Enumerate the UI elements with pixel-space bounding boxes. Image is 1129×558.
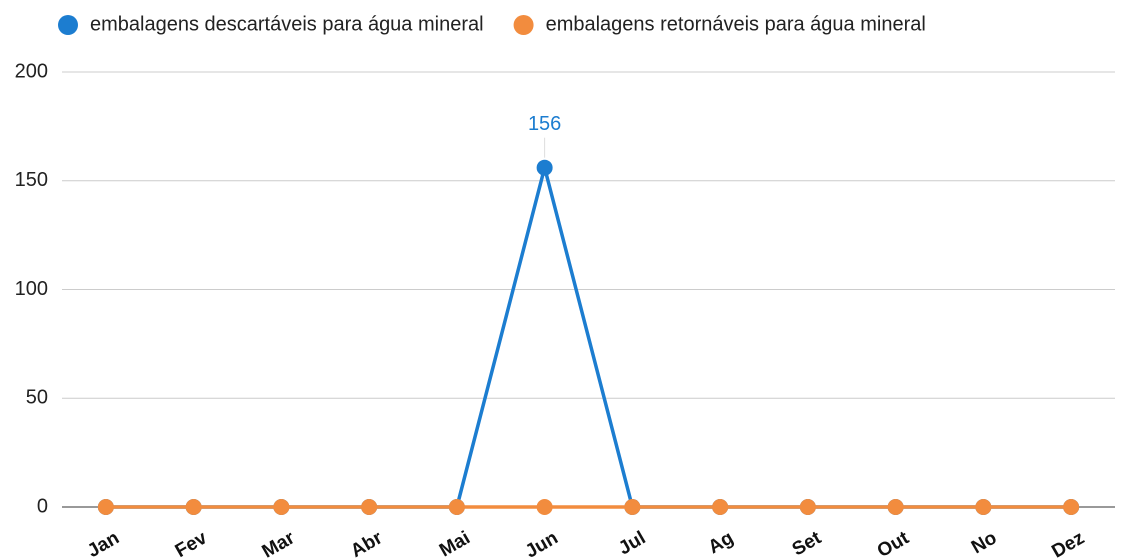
x-tick-label: Fev xyxy=(172,527,211,558)
point xyxy=(273,499,290,515)
x-tick-label: Out xyxy=(874,527,913,558)
point xyxy=(712,499,729,515)
legend-label: embalagens retornáveis para água mineral xyxy=(546,13,926,35)
point xyxy=(887,499,904,515)
y-tick-label: 0 xyxy=(37,495,48,517)
point xyxy=(97,499,114,515)
legend-label: embalagens descartáveis para água minera… xyxy=(90,13,484,35)
x-tick-label: Jul xyxy=(615,527,649,558)
x-tick-label: Set xyxy=(789,527,826,558)
y-tick-label: 200 xyxy=(15,60,48,82)
legend-marker xyxy=(58,15,78,35)
point xyxy=(448,499,465,515)
point xyxy=(361,499,378,515)
x-tick-label: Jan xyxy=(84,527,123,558)
x-tick-label: Abr xyxy=(347,527,386,558)
x-tick-label: Dez xyxy=(1048,527,1088,558)
series-line xyxy=(105,165,1072,509)
point xyxy=(1063,499,1080,515)
y-tick-label: 150 xyxy=(15,169,48,191)
y-tick-label: 50 xyxy=(26,387,48,409)
y-tick-label: 100 xyxy=(15,278,48,300)
x-tick-label: No xyxy=(968,527,1000,558)
x-tick-label: Mar xyxy=(259,527,299,558)
x-tick-label: Jun xyxy=(522,527,562,558)
point xyxy=(185,499,202,515)
point xyxy=(975,499,992,515)
x-tick-label: Mai xyxy=(436,527,474,558)
x-tick-label: Ag xyxy=(705,527,737,558)
data-label: 156 xyxy=(528,113,561,135)
point xyxy=(536,159,553,176)
point xyxy=(536,499,553,515)
legend-marker xyxy=(513,15,534,35)
point xyxy=(799,499,816,515)
point xyxy=(624,499,641,515)
